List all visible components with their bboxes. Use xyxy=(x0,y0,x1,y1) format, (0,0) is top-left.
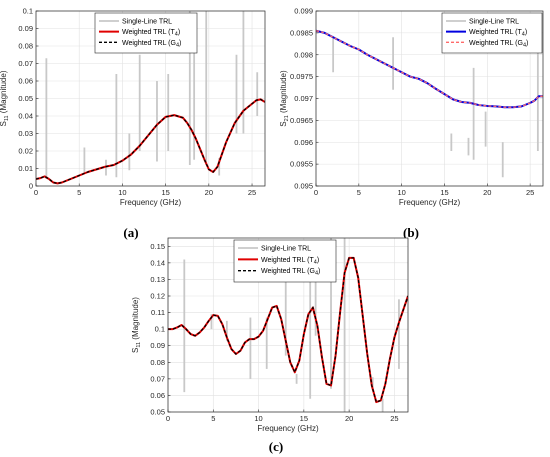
y-tick-label: 0.1 xyxy=(155,325,165,334)
y-tick-label: 0.098 xyxy=(294,50,313,59)
y-tick-label: 0.07 xyxy=(150,374,165,383)
x-tick-label: 5 xyxy=(357,188,361,197)
legend-entry: Single-Line TRL xyxy=(122,19,172,26)
y-tick-label: 0.099 xyxy=(294,7,313,16)
y-tick-label: 0.15 xyxy=(150,242,165,251)
y-axis-label: S11 (Magnitude) xyxy=(0,70,10,126)
x-tick-label: 5 xyxy=(211,414,215,423)
x-tick-label: 0 xyxy=(314,188,318,197)
legend-entry: Single-Line TRL xyxy=(469,19,519,26)
x-tick-label: 10 xyxy=(397,188,405,197)
legend: Single-Line TRL Weighted TRL (T4) Weighted… xyxy=(441,12,543,54)
axes-frame xyxy=(315,10,544,187)
y-tick-label: 0.11 xyxy=(151,308,165,317)
panel-label: (b) xyxy=(403,225,419,240)
axes-frame xyxy=(167,237,409,413)
y-tick-label: 0.0975 xyxy=(290,72,313,81)
y-tick-label: 0.08 xyxy=(150,358,165,367)
x-tick-label: 10 xyxy=(254,414,262,423)
y-tick-label: 0 xyxy=(29,182,33,191)
x-tick-label: 20 xyxy=(345,414,353,423)
weighted-trl-t4-line xyxy=(36,98,265,185)
y-tick-label: 0.095 xyxy=(294,182,313,191)
x-tick-label: 25 xyxy=(248,188,256,197)
legend-entry: Weighted TRL (T4) xyxy=(261,257,319,266)
y-tick-label: 0.1 xyxy=(23,7,33,16)
x-tick-label: 20 xyxy=(205,188,213,197)
chart-panel-3: 0 5 10 15 20 25 0.05 0.06 0.07 0.08 0.09 0.1 0.11 0.1… xyxy=(131,237,409,454)
y-tick-label: 0.08 xyxy=(18,42,33,51)
y-tick-label: 0.0985 xyxy=(290,28,313,37)
y-tick-label: 0.09 xyxy=(18,24,33,33)
y-tick-label: 0.07 xyxy=(18,59,33,68)
y-tick-label: 0.13 xyxy=(150,275,165,284)
x-tick-label: 15 xyxy=(440,188,448,197)
x-axis-label: Frequency (GHz) xyxy=(399,198,461,207)
x-axis-label: Frequency (GHz) xyxy=(120,198,182,207)
chart-panel-2: 0 5 10 15 20 25 0.095 0.0955 0.096 0.0965 0.097 0.0… xyxy=(279,7,544,240)
x-tick-label: 15 xyxy=(161,188,169,197)
x-tick-label: 10 xyxy=(118,188,126,197)
y-tick-label: 0.03 xyxy=(18,129,33,138)
legend: Single-Line TRL Weighted TRL (T4) Weighted… xyxy=(94,12,198,54)
y-tick-label: 0.0965 xyxy=(290,116,313,125)
legend-entry: Weighted TRL (G4) xyxy=(469,40,528,49)
y-axis-label: S11 (Magnitude) xyxy=(131,297,142,353)
legend-box xyxy=(441,12,543,54)
x-tick-label: 5 xyxy=(77,188,81,197)
y-tick-label: 0.06 xyxy=(150,391,165,400)
legend-entry: Weighted TRL (T4) xyxy=(469,29,527,38)
panel-label: (c) xyxy=(269,439,283,454)
y-tick-label: 0.09 xyxy=(150,341,165,350)
y-tick-label: 0.04 xyxy=(18,112,33,121)
legend-entry: Weighted TRL (T4) xyxy=(122,29,180,38)
y-tick-label: 0.05 xyxy=(150,408,165,417)
panel-label: (a) xyxy=(123,225,138,240)
weighted-trl-g4-line xyxy=(316,30,543,108)
y-tick-label: 0.14 xyxy=(150,258,165,267)
legend-entry: Weighted TRL (G4) xyxy=(122,40,181,49)
legend-entry: Weighted TRL (G4) xyxy=(261,268,320,277)
data-layer xyxy=(168,238,408,412)
weighted-trl-g4-line xyxy=(168,257,408,403)
x-tick-label: 25 xyxy=(526,188,534,197)
y-tick-label: 0.06 xyxy=(18,77,33,86)
y-tick-label: 0.097 xyxy=(294,94,313,103)
chart-panel-1: 0 5 10 15 20 25 0 0.01 0.02 0.03 0.04 0.05 0.06 0.07 0… xyxy=(0,7,266,240)
y-tick-label: 0.0955 xyxy=(290,160,313,169)
y-tick-label: 0.01 xyxy=(18,164,33,173)
y-tick-label: 0.05 xyxy=(18,94,33,103)
legend-entry: Single-Line TRL xyxy=(261,246,311,253)
x-tick-label: 0 xyxy=(166,414,170,423)
x-tick-label: 25 xyxy=(390,414,398,423)
y-tick-label: 0.12 xyxy=(150,292,165,301)
x-tick-label: 0 xyxy=(34,188,38,197)
y-tick-label: 0.096 xyxy=(294,138,313,147)
x-tick-label: 15 xyxy=(300,414,308,423)
legend-box xyxy=(94,12,198,54)
y-axis-label: S21 (Magnitude) xyxy=(279,70,290,127)
y-tick-label: 0.02 xyxy=(18,147,33,156)
legend-box xyxy=(233,239,337,283)
legend: Single-Line TRL Weighted TRL (T4) Weighted… xyxy=(233,239,337,283)
x-axis-label: Frequency (GHz) xyxy=(257,424,319,433)
x-tick-label: 20 xyxy=(483,188,491,197)
axes-frame xyxy=(35,10,266,187)
